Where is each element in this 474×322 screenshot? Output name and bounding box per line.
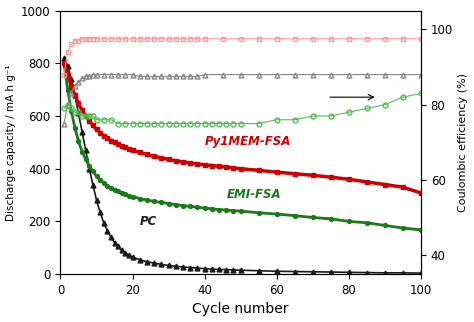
Y-axis label: Discharge capacity / mA h g⁻¹: Discharge capacity / mA h g⁻¹ [6, 64, 16, 221]
Text: EMI-FSA: EMI-FSA [226, 188, 281, 201]
Y-axis label: Coulombic efficiency (%): Coulombic efficiency (%) [458, 73, 468, 212]
X-axis label: Cycle number: Cycle number [192, 302, 289, 317]
Text: PC: PC [140, 215, 157, 228]
Text: Py1MEM-FSA: Py1MEM-FSA [205, 135, 291, 148]
